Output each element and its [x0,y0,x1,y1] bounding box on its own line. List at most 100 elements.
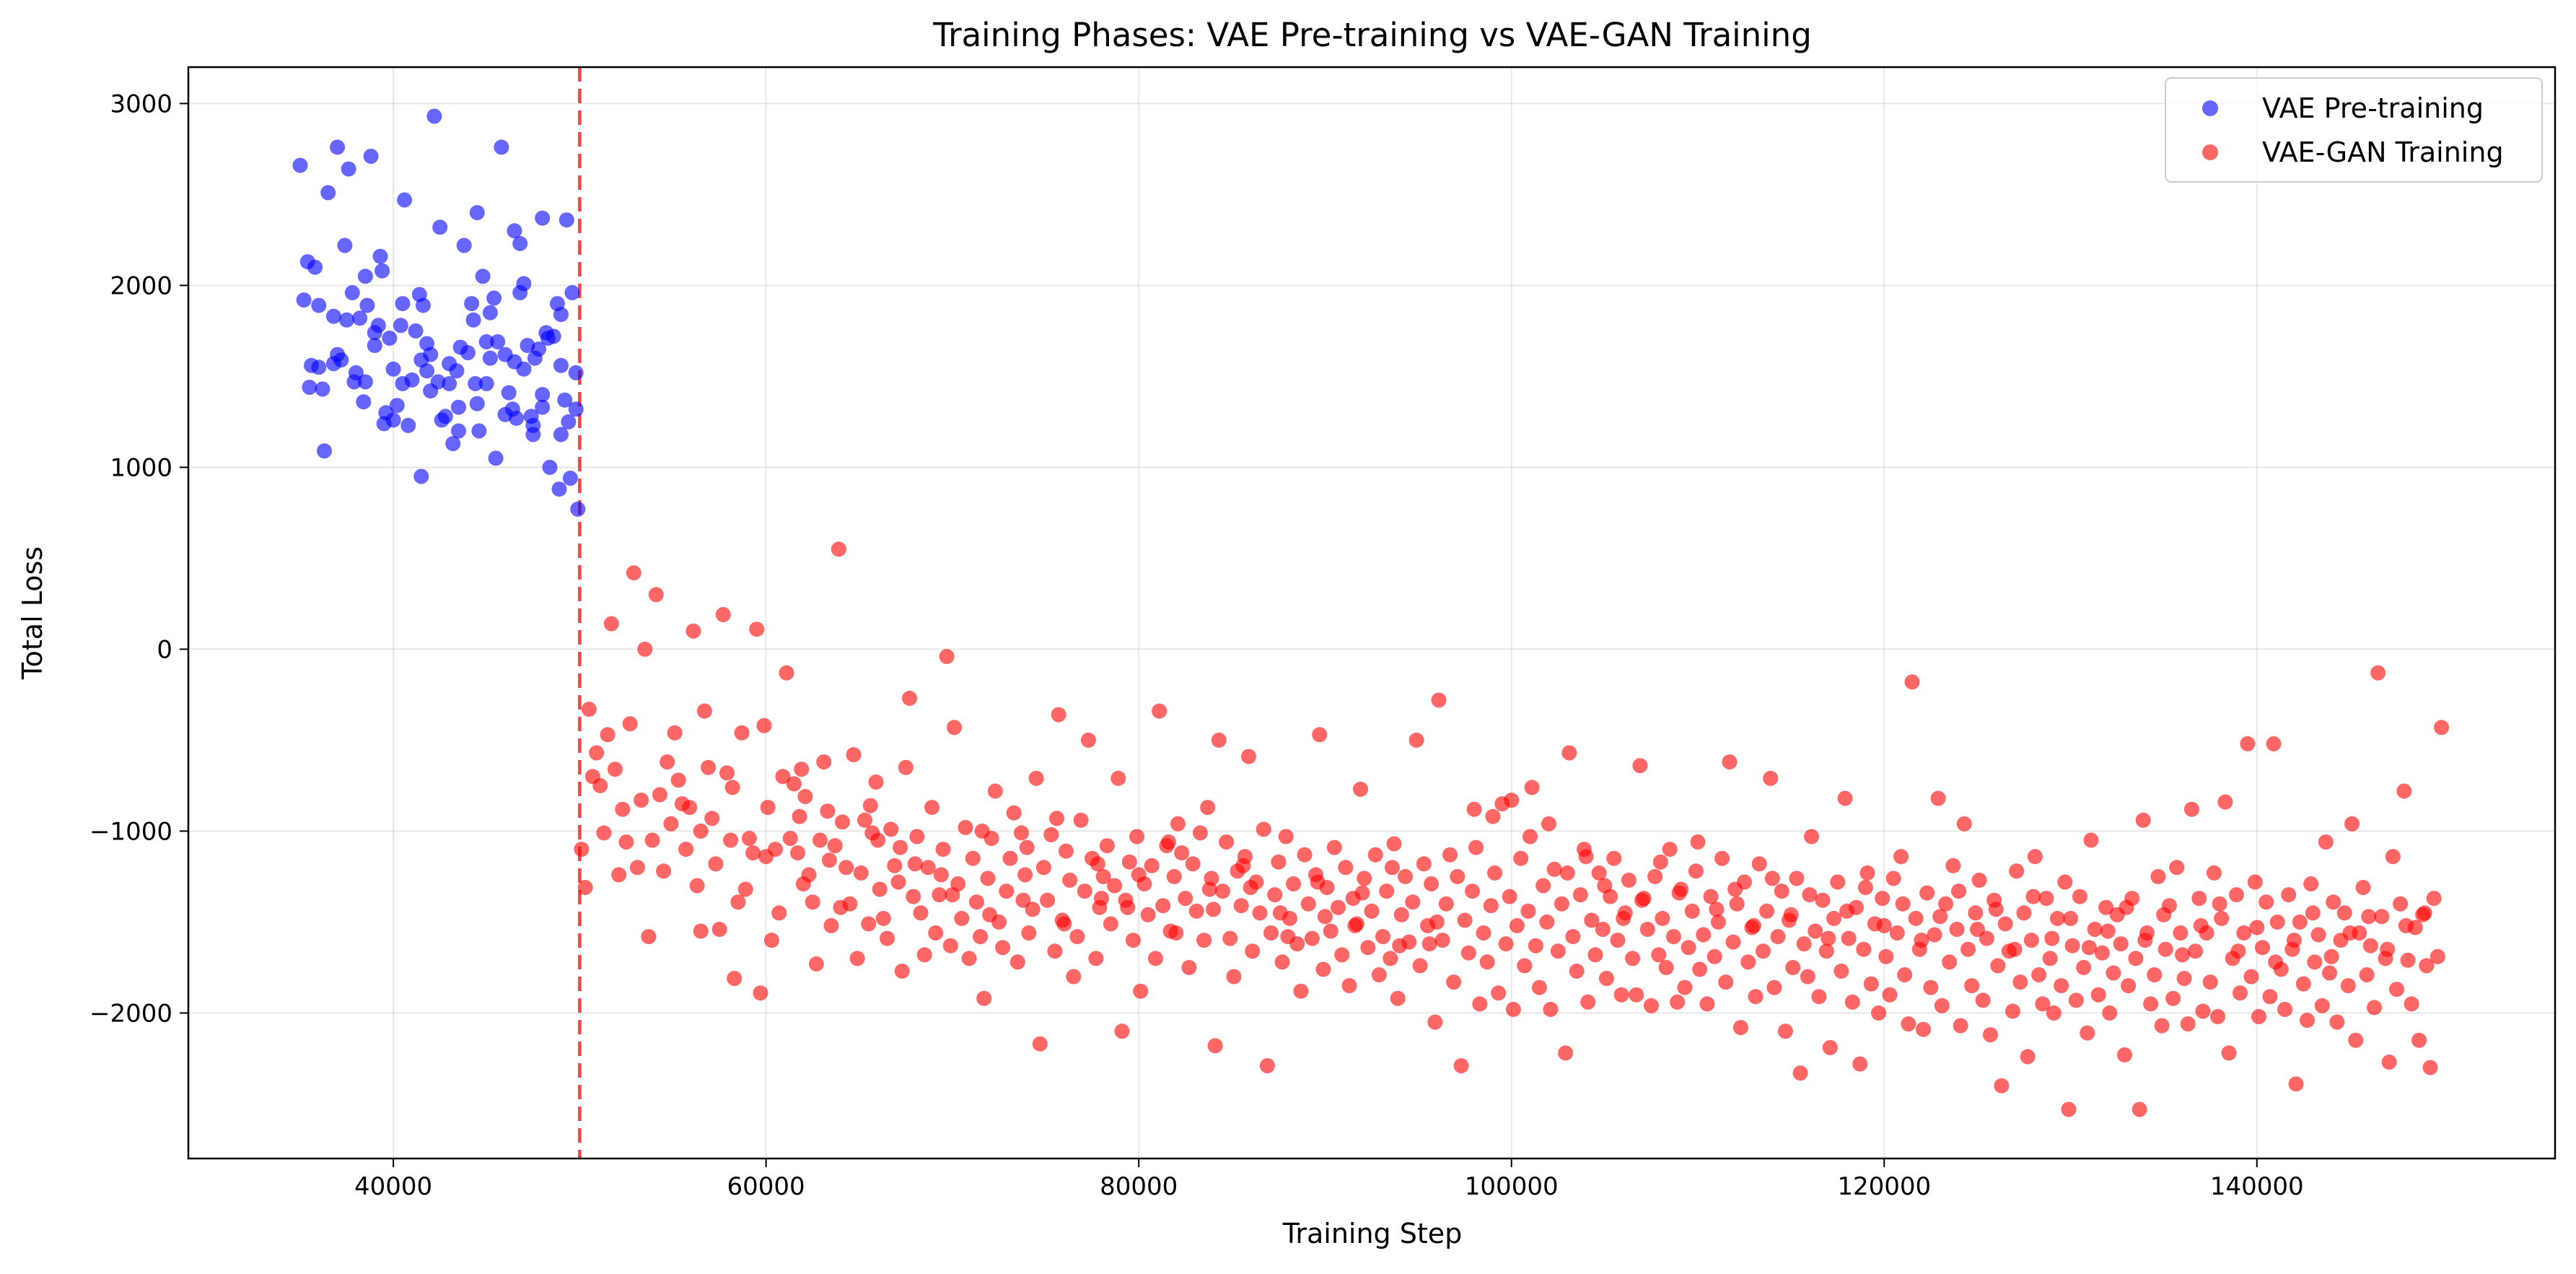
gan-data-point [626,565,641,581]
gan-data-point [1504,793,1520,808]
gan-data-point [1099,838,1115,854]
gan-data-point [1517,958,1533,974]
gan-data-point [935,842,951,858]
gan-data-point [1665,929,1681,945]
gan-data-point [1252,905,1268,921]
gan-data-point [1421,936,1437,952]
vae-data-point [367,325,382,341]
gan-data-point [794,762,810,777]
gan-data-point [2116,1047,2132,1063]
gan-data-point [2266,736,2282,751]
gan-data-point [2344,816,2360,832]
gan-data-point [1802,887,1818,903]
gan-data-point [2398,917,2414,933]
gan-data-point [1278,829,1294,845]
gan-data-point [821,852,837,868]
gan-data-point [1174,845,1190,861]
gan-data-point [641,929,657,945]
gan-data-point [1002,850,1018,866]
gan-data-point [2259,894,2274,910]
gan-data-point [1808,923,1823,939]
gan-data-point [1652,854,1668,870]
gan-data-point [2068,992,2084,1008]
gan-data-point [2318,834,2334,850]
gan-data-point [2340,978,2356,994]
gan-data-point [2370,665,2386,681]
gan-data-point [894,963,910,979]
gan-data-point [1398,868,1413,884]
gan-data-point [916,947,932,963]
gan-data-point [711,922,727,937]
gan-data-point [1025,902,1041,917]
gan-data-point [2081,940,2097,956]
gan-data-point [1621,872,1637,888]
gan-data-point [1543,1001,1559,1017]
grid-lines [188,67,2555,1159]
gan-data-point [1703,889,1719,904]
gan-data-point [1961,941,1976,957]
gan-data-point [827,838,843,854]
gan-data-point [663,816,679,832]
gan-data-point [965,850,981,866]
vae-data-point [395,376,411,391]
gan-data-point [838,860,854,876]
gan-data-point [2188,943,2203,959]
legend-gan-marker [2202,144,2218,160]
gan-data-point [2288,1076,2304,1092]
gan-data-point [1591,865,1607,881]
gan-data-point [1893,849,1909,865]
gan-data-point [2135,812,2151,828]
gan-data-point [2173,925,2189,941]
y-tick-label: 2000 [110,271,172,300]
x-tick-label: 120000 [1837,1172,1931,1201]
gan-data-point [1759,903,1774,919]
gan-data-point [1274,954,1290,970]
gan-data-point [749,621,765,637]
x-tick-label: 60000 [727,1172,805,1201]
gan-data-point [1710,914,1726,930]
gan-data-point [1927,927,1942,943]
vae-data-point [382,331,398,346]
vae-data-point [512,235,528,251]
gan-data-point [1953,1018,1968,1034]
gan-data-point [1841,930,1857,946]
vae-data-point [468,376,483,391]
gan-data-point [1751,856,1767,872]
gan-data-point [1616,910,1631,926]
vae-data-point [344,285,360,300]
gan-data-point [1988,902,2004,917]
gan-data-point [1908,910,1924,926]
gan-data-point [1326,839,1342,855]
gan-data-point [2292,914,2308,930]
gan-data-point [2156,907,2172,922]
gan-data-point [1535,878,1551,894]
gan-data-point [1241,749,1256,764]
gan-data-point [2426,891,2442,907]
gan-data-point [648,587,664,603]
gan-data-point [1364,903,1380,919]
vae-data-point [363,149,379,164]
gan-data-point [2355,880,2371,895]
vae-data-point [451,399,466,415]
vae-data-point [307,259,323,275]
legend-gan-label: VAE-GAN Training [2262,136,2504,168]
gan-data-point [2249,920,2265,935]
gan-data-point [615,801,631,817]
gan-data-point [1901,1016,1916,1031]
gan-data-point [1968,905,1984,921]
gan-data-point [2064,938,2080,954]
gan-data-point [1487,865,1502,881]
gan-data-point [2090,987,2106,1003]
gan-data-point [2380,941,2396,957]
gan-data-point [823,917,839,933]
gan-data-point [973,929,989,945]
vae-data-point [540,331,556,346]
gan-data-point [2389,982,2404,998]
gan-data-point [1655,910,1670,926]
gan-data-point [942,938,958,954]
gan-data-point [1766,980,1782,995]
vae-data-point [490,334,506,349]
gan-data-point [1990,958,2006,974]
vae-data-point [451,423,466,439]
vae-data-point [389,398,405,414]
